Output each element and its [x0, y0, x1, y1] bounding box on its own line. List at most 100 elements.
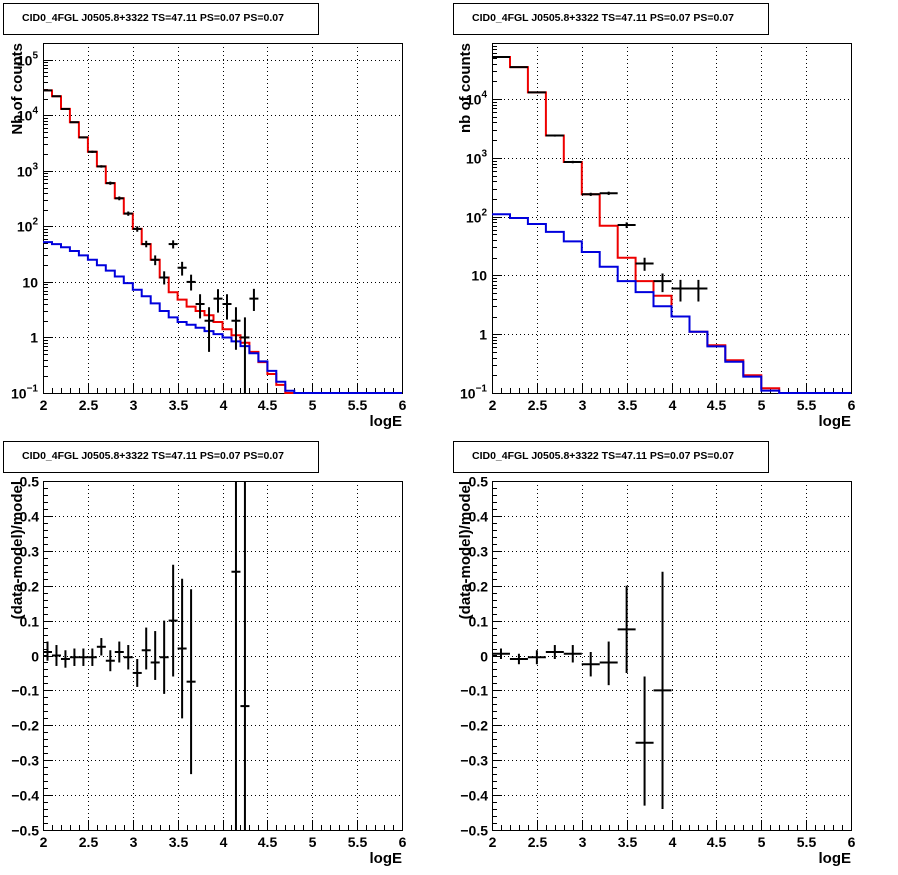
chart-4-x-tick-label: 6 — [848, 834, 856, 850]
chart-1-y-tick-label: 10 — [22, 275, 38, 291]
chart-3-y-tick-label: 0 — [31, 649, 39, 665]
chart-4-y-tick-label: 0.2 — [469, 579, 489, 595]
chart-2-y-tick-exponent: 3 — [481, 149, 487, 160]
chart-2-y-tick-base: 10 — [466, 151, 482, 167]
chart-2-y-tick-label: 10−1 — [460, 384, 487, 402]
chart-1-y-tick-base: 10 — [17, 164, 33, 180]
chart-2-title-box — [453, 3, 769, 35]
chart-4-y-tick-label: −0.5 — [460, 823, 488, 839]
chart-3-x-tick-label: 2 — [40, 834, 48, 850]
chart-3-title-box — [3, 441, 319, 473]
chart-3-y-tick-label: −0.5 — [11, 823, 39, 839]
chart-2-y-tick-base: 10 — [466, 92, 482, 108]
chart-4-x-tick-label: 5.5 — [797, 834, 817, 850]
chart-3-y-axis-label: (data-model)/model — [9, 481, 26, 619]
chart-1-y-tick-exponent: 2 — [32, 217, 38, 228]
chart-1-y-tick-base: 10 — [17, 53, 33, 69]
chart-2-y-axis-label: nb of counts — [457, 43, 474, 133]
chart-2-y-tick-base: 10 — [466, 210, 482, 226]
chart-1-y-tick-exponent: −1 — [27, 384, 39, 395]
chart-4-x-axis-label: logE — [819, 850, 852, 867]
chart-3-y-tick-label: 0.2 — [20, 579, 40, 595]
chart-3-y-tick-label: −0.2 — [11, 718, 39, 734]
chart-3-y-tick-label: 0.4 — [20, 509, 40, 525]
chart-1-y-tick-base: 10 — [11, 386, 27, 402]
chart-1-x-tick-label: 2.5 — [79, 397, 99, 413]
chart-1-y-axis-label: Nb of counts — [9, 43, 26, 135]
chart-1-y-tick-exponent: 3 — [32, 162, 38, 173]
chart-1-y-tick-label: 104 — [17, 106, 39, 124]
chart-1-y-tick-label: 10−1 — [11, 384, 38, 402]
chart-3-x-tick-label: 6 — [399, 834, 407, 850]
chart-3-x-tick-label: 4 — [220, 834, 228, 850]
chart-4-panel: CID0_4FGL J0505.8+3322 TS=47.11 PS=0.07 … — [453, 441, 856, 867]
chart-1-y-tick-base: 10 — [17, 219, 33, 235]
chart-2-x-tick-label: 3 — [579, 397, 587, 413]
chart-2-y-tick-label: 104 — [466, 90, 488, 108]
chart-1-x-tick-label: 3.5 — [169, 397, 189, 413]
chart-2-x-tick-label: 4 — [669, 397, 677, 413]
chart-2-series-2-step-line — [492, 213, 851, 394]
chart-3-x-tick-label: 4.5 — [258, 834, 278, 850]
chart-3-x-tick-label: 3 — [130, 834, 138, 850]
chart-3-x-tick-label: 5 — [309, 834, 317, 850]
chart-1-y-tick-label: 1 — [30, 330, 38, 346]
chart-2-y-tick-exponent: 2 — [481, 208, 487, 219]
chart-1-x-tick-label: 4 — [220, 397, 228, 413]
chart-3-x-axis-label: logE — [370, 850, 403, 867]
chart-2-y-tick-label: 103 — [466, 149, 488, 167]
chart-4-y-tick-label: −0.2 — [460, 718, 488, 734]
chart-1-title: CID0_4FGL J0505.8+3322 TS=47.11 PS=0.07 … — [22, 12, 284, 24]
chart-1-y-tick-label: 103 — [17, 162, 39, 180]
chart-1-y-tick-base: 10 — [17, 108, 33, 124]
chart-2-x-axis-label: logE — [819, 413, 852, 430]
chart-2-y-tick-exponent: 4 — [481, 90, 487, 101]
chart-3-x-tick-label: 2.5 — [79, 834, 99, 850]
chart-1-x-axis-label: logE — [370, 413, 403, 430]
chart-4-y-tick-label: 0.5 — [469, 474, 489, 490]
chart-4-y-tick-label: −0.3 — [460, 753, 488, 769]
chart-3-x-tick-label: 3.5 — [169, 834, 189, 850]
chart-1-title-box — [3, 3, 319, 35]
chart-2-y-tick-label: 10 — [471, 268, 487, 284]
chart-3-y-tick-label: −0.4 — [11, 788, 39, 804]
chart-2-y-tick-base: 10 — [460, 386, 476, 402]
chart-2-x-tick-label: 3.5 — [618, 397, 638, 413]
chart-4-x-tick-label: 3.5 — [618, 834, 638, 850]
chart-1-y-tick-label: 105 — [17, 51, 39, 69]
chart-3-y-tick-label: 0.1 — [20, 614, 40, 630]
chart-2-panel: CID0_4FGL J0505.8+3322 TS=47.11 PS=0.07 … — [453, 3, 856, 430]
chart-1-x-tick-label: 3 — [130, 397, 138, 413]
chart-1-y-tick-exponent: 4 — [32, 106, 38, 117]
chart-3-panel: CID0_4FGL J0505.8+3322 TS=47.11 PS=0.07 … — [3, 441, 407, 867]
chart-4-title-box — [453, 441, 769, 473]
chart-2-x-tick-label: 4.5 — [707, 397, 727, 413]
chart-3-x-tick-label: 5.5 — [348, 834, 368, 850]
chart-4-x-tick-label: 2.5 — [528, 834, 548, 850]
chart-1-y-tick-label: 102 — [17, 217, 39, 235]
chart-4-x-tick-label: 2 — [489, 834, 497, 850]
chart-2-y-tick-label: 102 — [466, 208, 488, 226]
chart-4-x-tick-label: 3 — [579, 834, 587, 850]
chart-2-y-tick-exponent: −1 — [476, 384, 488, 395]
chart-4-y-axis-label: (data-model)/model — [457, 481, 474, 619]
chart-2-x-tick-label: 2.5 — [528, 397, 548, 413]
chart-1-x-tick-label: 6 — [399, 397, 407, 413]
chart-3-title: CID0_4FGL J0505.8+3322 TS=47.11 PS=0.07 … — [22, 450, 284, 462]
chart-3-y-tick-label: −0.1 — [11, 683, 39, 699]
chart-4-y-tick-label: 0.4 — [469, 509, 489, 525]
chart-2-x-tick-label: 2 — [489, 397, 497, 413]
chart-2-x-tick-label: 5 — [758, 397, 766, 413]
chart-1-x-tick-label: 2 — [40, 397, 48, 413]
chart-4-y-tick-label: 0.1 — [469, 614, 489, 630]
chart-4-y-tick-label: 0 — [480, 649, 488, 665]
chart-3-y-tick-label: 0.3 — [20, 544, 40, 560]
chart-3-y-tick-label: 0.5 — [20, 474, 40, 490]
chart-1-x-tick-label: 5 — [309, 397, 317, 413]
chart-2-title: CID0_4FGL J0505.8+3322 TS=47.11 PS=0.07 … — [472, 12, 734, 24]
chart-1-y-tick-exponent: 5 — [32, 51, 38, 62]
chart-4-y-tick-label: −0.4 — [460, 788, 488, 804]
chart-3-y-tick-label: −0.3 — [11, 753, 39, 769]
chart-2-y-tick-label: 1 — [479, 327, 487, 343]
